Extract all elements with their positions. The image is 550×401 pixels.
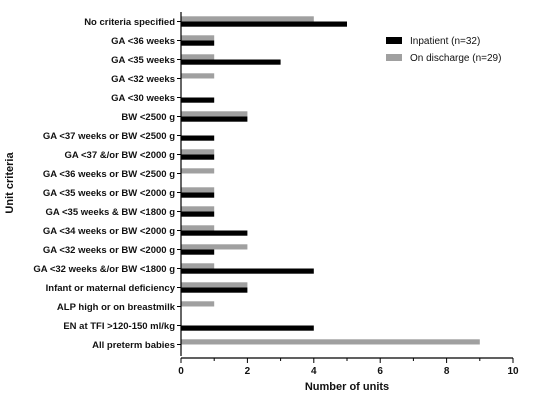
bar-discharge-15: [181, 301, 215, 307]
bar-inpatient-13: [181, 268, 314, 274]
category-label-5: BW <2500 g: [121, 112, 175, 123]
bar-inpatient-1: [181, 40, 215, 46]
bar-inpatient-11: [181, 230, 248, 236]
category-label-8: GA <36 weeks or BW <2500 g: [43, 169, 175, 180]
x-tick-label-3: 6: [377, 366, 383, 377]
bar-discharge-5: [181, 111, 248, 117]
bar-discharge-11: [181, 225, 215, 231]
bar-discharge-3: [181, 73, 215, 79]
bar-inpatient-4: [181, 97, 215, 103]
x-tick-label-5: 10: [507, 366, 519, 377]
category-label-6: GA <37 weeks or BW <2500 g: [43, 131, 175, 142]
bar-inpatient-12: [181, 249, 215, 255]
legend-swatch-1: [386, 54, 402, 61]
bar-discharge-7: [181, 149, 215, 155]
bar-discharge-9: [181, 187, 215, 193]
x-tick-label-0: 0: [178, 366, 184, 377]
category-label-0: No criteria specified: [84, 17, 175, 28]
category-label-11: GA <34 weeks or BW <2000 g: [43, 226, 175, 237]
category-label-9: GA <35 weeks or BW <2000 g: [43, 188, 175, 199]
bar-inpatient-0: [181, 21, 347, 27]
bar-discharge-12: [181, 244, 248, 250]
bar-discharge-17: [181, 339, 480, 345]
category-label-4: GA <30 weeks: [111, 93, 175, 104]
category-label-12: GA <32 weeks or BW <2000 g: [43, 245, 175, 256]
legend: Inpatient (n=32) On discharge (n=29): [386, 36, 501, 64]
y-axis: No criteria specified GA <36 weeks GA <35 …: [33, 12, 182, 356]
legend-label-0: Inpatient (n=32): [410, 36, 480, 47]
category-label-17: All preterm babies: [92, 340, 175, 351]
bar-discharge-10: [181, 206, 215, 212]
y-axis-title: Unit criteria: [4, 152, 16, 214]
category-label-7: GA <37 &/or BW <2000 g: [64, 150, 175, 161]
bar-discharge-13: [181, 263, 215, 269]
bar-inpatient-5: [181, 116, 248, 122]
category-label-3: GA <32 weeks: [111, 74, 175, 85]
bar-discharge-2: [181, 54, 215, 60]
bar-inpatient-14: [181, 287, 248, 293]
x-tick-label-2: 4: [311, 366, 317, 377]
category-label-15: ALP high or on breastmilk: [57, 302, 176, 313]
x-tick-label-4: 8: [444, 366, 450, 377]
bar-inpatient-7: [181, 154, 215, 160]
bar-discharge-14: [181, 282, 248, 288]
bar-inpatient-2: [181, 59, 281, 65]
category-label-16: EN at TFI >120-150 ml/kg: [63, 321, 175, 332]
x-tick-label-1: 2: [245, 366, 251, 377]
bar-inpatient-6: [181, 135, 215, 141]
bar-discharge-1: [181, 35, 215, 41]
x-axis-title: Number of units: [305, 381, 389, 393]
category-label-1: GA <36 weeks: [111, 36, 175, 47]
bar-inpatient-16: [181, 325, 314, 331]
bar-inpatient-10: [181, 211, 215, 217]
legend-label-1: On discharge (n=29): [410, 53, 501, 64]
category-label-13: GA <32 weeks &/or BW <1800 g: [33, 264, 175, 275]
x-axis: 0 2 4 6 8 10: [178, 357, 519, 377]
bar-inpatient-9: [181, 192, 215, 198]
bars-group: [181, 16, 480, 345]
legend-swatch-0: [386, 37, 402, 44]
category-label-10: GA <35 weeks & BW <1800 g: [45, 207, 175, 218]
category-label-14: Infant or maternal deficiency: [46, 283, 176, 294]
bar-discharge-8: [181, 168, 215, 174]
bar-discharge-0: [181, 16, 314, 22]
category-label-2: GA <35 weeks: [111, 55, 175, 66]
